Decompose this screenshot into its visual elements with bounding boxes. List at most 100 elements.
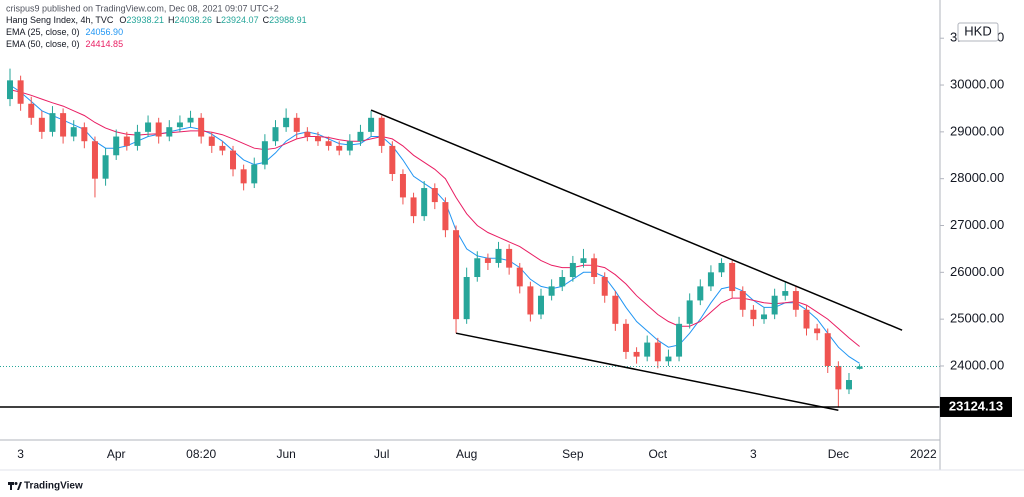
candle-body	[357, 131, 364, 142]
candle-body	[761, 314, 768, 320]
candle-body	[814, 328, 821, 334]
candle-body	[261, 141, 268, 165]
candle-body	[676, 323, 683, 357]
candle-body	[845, 380, 852, 390]
candle-body	[399, 173, 406, 198]
candle-body	[622, 323, 629, 352]
candle-body	[187, 117, 194, 123]
candle-body	[336, 145, 343, 151]
ohlc-value: 23988.91	[269, 15, 307, 25]
support-label-box	[940, 396, 1012, 417]
candle-body	[548, 286, 555, 296]
candle-body	[60, 113, 67, 137]
y-tick-label: 24000.00	[950, 357, 1004, 372]
x-tick-label: Jul	[374, 447, 389, 461]
legend-ema-name: EMA (50, close, 0)	[6, 39, 80, 49]
candle-body	[601, 277, 608, 296]
candle-body	[633, 351, 640, 357]
y-tick-label: 30000.00	[950, 76, 1004, 91]
candle-body	[538, 295, 544, 315]
candle-body	[272, 127, 279, 142]
currency-label: HKD	[964, 23, 991, 38]
support-label: 23124.13	[949, 398, 1003, 413]
candle-body	[49, 113, 56, 132]
candle-body	[123, 136, 130, 146]
trendline	[455, 332, 839, 411]
candle-body	[495, 248, 502, 263]
candle-body	[230, 150, 237, 170]
price-axis: 24000.00 25000.00 26000.00 27000.00 28000.00…	[940, 22, 1012, 417]
candle-body	[155, 122, 162, 137]
logo	[8, 482, 22, 490]
x-tick-label: 3	[17, 447, 24, 461]
x-tick-label: Oct	[648, 447, 667, 461]
ohlc-prefix: L	[216, 15, 221, 25]
candle-body	[28, 103, 35, 118]
legend-ema-value: 24414.85	[86, 39, 124, 49]
candle-body	[707, 272, 714, 287]
ohlc-value: 23938.21	[126, 15, 164, 25]
x-tick-label: Jun	[276, 447, 295, 461]
currency-box	[957, 22, 999, 42]
candle-body	[527, 286, 534, 315]
candle-body	[463, 277, 470, 320]
ohlc-prefix: H	[168, 15, 175, 25]
candle-body	[591, 258, 598, 278]
candle-body	[750, 309, 757, 320]
candle-body	[113, 136, 120, 156]
candle-body	[304, 131, 311, 137]
candle-body	[346, 141, 353, 151]
candle-body	[665, 356, 672, 362]
candle-body	[569, 262, 576, 278]
candle-body	[506, 248, 513, 268]
legend-ema-row: EMA (50, close, 0) 24414.85	[6, 39, 123, 49]
candle-body	[644, 342, 651, 357]
ohlc-prefix: O	[119, 15, 126, 25]
candle-body	[442, 202, 449, 231]
candle-body	[729, 262, 736, 292]
candle-body	[453, 230, 460, 320]
legend-ema-name: EMA (25, close, 0)	[6, 27, 80, 37]
candle-body	[782, 291, 789, 296]
candle-body	[389, 145, 396, 174]
candle-body	[368, 117, 375, 132]
ohlc-value: 23924.07	[221, 15, 259, 25]
candle-body	[697, 286, 704, 301]
candle-body	[314, 136, 321, 142]
candle-body	[686, 300, 693, 324]
trendline	[370, 109, 903, 331]
candle-body	[378, 117, 385, 146]
plot-area: 3 Apr 08:20 Jun Jul Aug Sep Oct 3 Dec 2022	[0, 68, 940, 461]
candle-body	[559, 277, 566, 287]
candle-body	[856, 366, 863, 369]
x-tick-label: 08:20	[186, 447, 216, 461]
candle-body	[102, 155, 109, 179]
candle-body	[580, 258, 587, 263]
legend-ema-row: EMA (25, close, 0) 24056.90	[6, 27, 123, 37]
candle-body	[293, 117, 300, 132]
candle-body	[38, 117, 45, 132]
candle-body	[654, 342, 661, 362]
legend-title: Hang Seng Index, 4h, TVC	[6, 15, 114, 25]
candle-body	[803, 309, 810, 329]
candle-body	[81, 127, 88, 142]
candle-body	[824, 333, 831, 366]
candle-body	[166, 127, 173, 137]
candle-body	[431, 188, 438, 203]
candle-body	[612, 295, 619, 324]
footer-brand: TradingView	[24, 481, 83, 492]
ohlc-value: 24038.26	[174, 15, 212, 25]
legend-ema-value: 24056.90	[86, 27, 124, 37]
candle-body	[208, 136, 215, 146]
candle-body	[516, 267, 523, 287]
candle-body	[198, 117, 205, 137]
candle-body	[240, 169, 247, 184]
candle-body	[484, 258, 491, 263]
ema-line	[9, 89, 860, 347]
candle-body	[474, 258, 481, 278]
y-tick-label: 27000.00	[950, 217, 1004, 232]
candle-body	[835, 365, 842, 390]
candle-body	[7, 80, 13, 100]
overlay	[0, 109, 940, 411]
y-tick-label: 28000.00	[950, 170, 1004, 185]
